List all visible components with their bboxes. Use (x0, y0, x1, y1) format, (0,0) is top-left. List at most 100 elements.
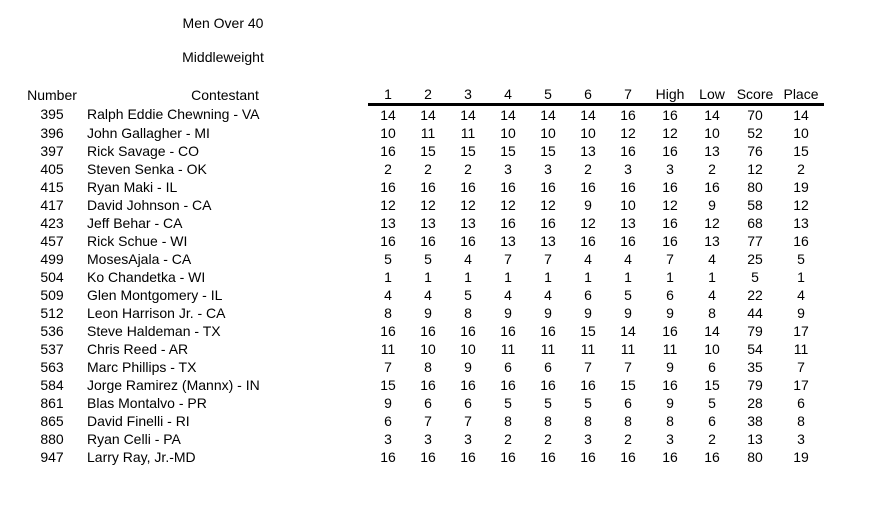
cell-round-6: 10 (580, 125, 596, 141)
cell-round-6: 6 (584, 287, 592, 303)
cell-round-3: 7 (464, 413, 472, 429)
cell-place: 8 (797, 413, 805, 429)
cell-number: 584 (40, 377, 64, 393)
cell-round-6: 11 (580, 341, 596, 357)
header-round-1: 1 (368, 85, 408, 106)
cell-round-6: 14 (580, 107, 596, 123)
cell-number: 861 (40, 395, 64, 411)
cell-score: 13 (747, 431, 763, 447)
cell-score: 80 (747, 179, 763, 195)
cell-round-5: 7 (544, 251, 552, 267)
cell-contestant: Steve Haldeman - TX (87, 323, 221, 339)
cell-round-6: 12 (580, 215, 596, 231)
cell-round-3: 16 (460, 377, 476, 393)
cell-round-6: 5 (584, 395, 592, 411)
table-row: 537 Chris Reed - AR 11 10 10 11 11 11 11 11 10 54 11 (22, 340, 824, 358)
cell-round-3: 15 (460, 143, 476, 159)
table-row: 417 David Johnson - CA 12 12 12 12 12 9 10 12 9 58 1… (22, 196, 824, 214)
cell-high: 16 (662, 233, 678, 249)
cell-round-1: 5 (384, 251, 392, 267)
cell-number: 509 (40, 287, 64, 303)
cell-round-2: 14 (420, 107, 436, 123)
table-row: 499 MosesAjala - CA 5 5 4 7 7 4 4 7 4 25 5 (22, 250, 824, 268)
cell-round-7: 15 (620, 377, 636, 393)
cell-round-4: 1 (504, 269, 512, 285)
cell-round-3: 5 (464, 287, 472, 303)
cell-contestant: Glen Montgomery - IL (87, 287, 223, 303)
cell-round-1: 1 (384, 269, 392, 285)
cell-round-7: 1 (624, 269, 632, 285)
cell-round-2: 16 (420, 179, 436, 195)
cell-low: 5 (708, 395, 716, 411)
table-row: 584 Jorge Ramirez (Mannx) - IN 15 16 16 16 16 1… (22, 376, 824, 394)
cell-place: 10 (793, 125, 809, 141)
cell-low: 4 (708, 251, 716, 267)
cell-round-4: 16 (500, 215, 516, 231)
cell-round-6: 16 (580, 377, 596, 393)
cell-round-7: 12 (620, 125, 636, 141)
cell-round-4: 12 (500, 197, 516, 213)
cell-number: 395 (40, 106, 64, 123)
cell-round-2: 13 (420, 215, 436, 231)
cell-contestant: Jorge Ramirez (Mannx) - IN (87, 377, 260, 393)
cell-round-5: 8 (544, 413, 552, 429)
cell-high: 16 (662, 143, 678, 159)
cell-place: 11 (793, 341, 809, 357)
cell-round-6: 1 (584, 269, 592, 285)
header-low: Low (692, 85, 732, 106)
cell-round-4: 16 (500, 449, 516, 465)
cell-round-5: 11 (540, 341, 556, 357)
cell-high: 11 (662, 341, 678, 357)
cell-round-1: 16 (380, 143, 396, 159)
cell-number: 397 (40, 143, 64, 159)
cell-low: 10 (704, 125, 720, 141)
cell-round-1: 13 (380, 215, 396, 231)
cell-round-7: 16 (620, 179, 636, 195)
cell-score: 79 (747, 323, 763, 339)
cell-number: 947 (40, 449, 64, 465)
table-row: 563 Marc Phillips - TX 7 8 9 6 6 7 7 9 6 35 7 (22, 358, 824, 376)
cell-round-2: 16 (420, 449, 436, 465)
cell-round-1: 4 (384, 287, 392, 303)
table-row: 880 Ryan Celli - PA 3 3 3 2 2 3 2 3 2 13 3 (22, 430, 824, 448)
cell-high: 16 (662, 179, 678, 195)
cell-place: 5 (797, 251, 805, 267)
cell-number: 504 (40, 269, 64, 285)
cell-round-7: 8 (624, 413, 632, 429)
table-row: 423 Jeff Behar - CA 13 13 13 16 16 12 13 16 12 68 13 (22, 214, 824, 232)
cell-contestant: Rick Savage - CO (87, 143, 200, 159)
cell-low: 13 (704, 143, 720, 159)
cell-round-1: 2 (384, 161, 392, 177)
cell-round-5: 13 (540, 233, 556, 249)
cell-round-3: 11 (460, 125, 476, 141)
cell-round-2: 10 (420, 341, 436, 357)
cell-round-5: 16 (540, 377, 556, 393)
cell-round-5: 3 (544, 161, 552, 177)
cell-score: 68 (747, 215, 763, 231)
cell-low: 8 (708, 305, 716, 321)
cell-high: 16 (662, 377, 678, 393)
cell-round-3: 12 (460, 197, 476, 213)
table-row: 415 Ryan Maki - IL 16 16 16 16 16 16 16 16 16 80 19 (22, 178, 824, 196)
cell-round-5: 16 (540, 449, 556, 465)
cell-round-1: 16 (380, 449, 396, 465)
cell-round-3: 1 (464, 269, 472, 285)
cell-low: 6 (708, 413, 716, 429)
cell-round-4: 15 (500, 143, 516, 159)
cell-place: 19 (793, 179, 809, 195)
header-place: Place (778, 85, 824, 106)
cell-round-5: 10 (540, 125, 556, 141)
cell-score: 80 (747, 449, 763, 465)
cell-low: 2 (708, 161, 716, 177)
cell-round-1: 16 (380, 323, 396, 339)
cell-round-4: 6 (504, 359, 512, 375)
cell-number: 415 (40, 179, 64, 195)
cell-round-2: 9 (424, 305, 432, 321)
cell-high: 3 (666, 431, 674, 447)
cell-round-7: 9 (624, 305, 632, 321)
cell-round-3: 3 (464, 431, 472, 447)
cell-round-7: 7 (624, 359, 632, 375)
cell-high: 16 (662, 215, 678, 231)
table-row: 396 John Gallagher - MI 10 11 11 10 10 10 12 12 10… (22, 124, 824, 142)
